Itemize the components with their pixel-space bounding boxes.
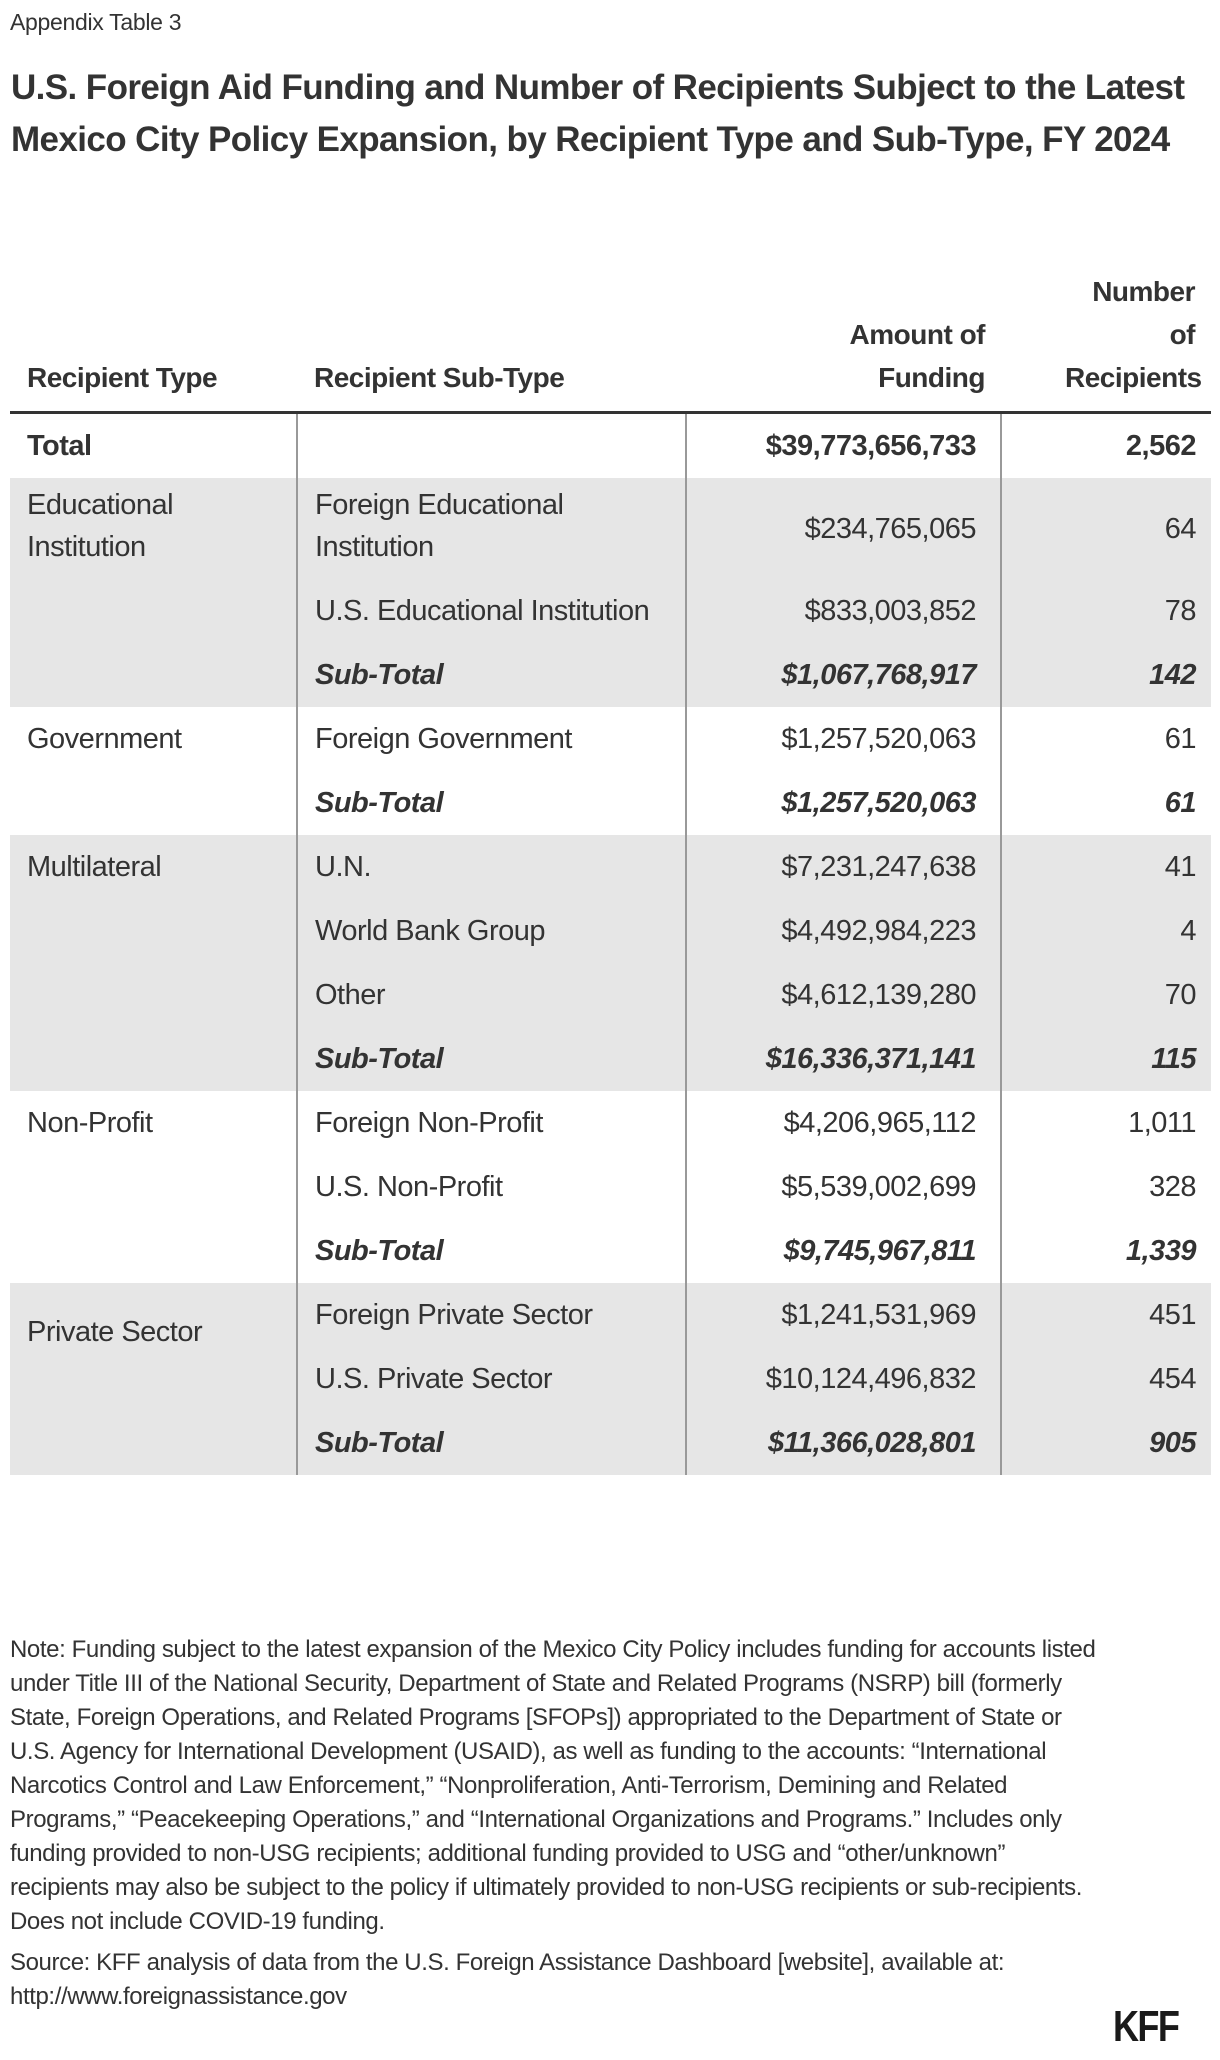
number-cell: 64: [1000, 478, 1211, 579]
amount-cell: $4,612,139,280: [685, 963, 1001, 1027]
number-cell: 451: [1000, 1283, 1211, 1347]
kff-logo: KFF: [1113, 2002, 1180, 2051]
group-non-profit: Non-Profit Foreign Non-Profit $4,206,965…: [10, 1091, 1211, 1283]
recipient-type-cell: Multilateral: [10, 835, 297, 1091]
subtotal-label: Sub-Total: [296, 771, 686, 835]
subtype-cell: Other: [296, 963, 686, 1027]
amount-cell: $1,241,531,969: [685, 1283, 1001, 1347]
subtotal-label: Sub-Total: [296, 1219, 686, 1283]
amount-cell: $7,231,247,638: [685, 835, 1001, 899]
number-cell: 41: [1000, 835, 1211, 899]
subtotal-amount: $11,366,028,801: [685, 1411, 1001, 1475]
group-private-sector: Private Sector Foreign Private Sector $1…: [10, 1283, 1211, 1475]
subtotal-row: Sub-Total $1,257,520,063 61: [10, 771, 1211, 835]
notes-section: Note: Funding subject to the latest expa…: [10, 1633, 1100, 2014]
subtype-cell: U.S. Private Sector: [296, 1347, 686, 1411]
subtotal-row: Sub-Total $16,336,371,141 115: [10, 1027, 1211, 1091]
subtotal-label: Sub-Total: [296, 643, 686, 707]
group-government: Government Foreign Government $1,257,520…: [10, 707, 1211, 835]
note-text: Note: Funding subject to the latest expa…: [10, 1636, 1096, 1935]
subtotal-amount: $1,067,768,917: [685, 643, 1001, 707]
group-multilateral: Multilateral U.N. $7,231,247,638 41 Worl…: [10, 835, 1211, 1091]
subtotal-amount: $1,257,520,063: [685, 771, 1001, 835]
number-cell: 454: [1000, 1347, 1211, 1411]
subtype-cell: Foreign Private Sector: [296, 1283, 686, 1347]
amount-cell: $4,492,984,223: [685, 899, 1001, 963]
subtotal-row: Sub-Total $9,745,967,811 1,339: [10, 1219, 1211, 1283]
table-row: Government Foreign Government $1,257,520…: [10, 707, 1211, 771]
total-row: Total $39,773,656,733 2,562: [10, 412, 1211, 478]
recipient-type-cell: Private Sector: [10, 1283, 297, 1475]
header-amount-of-funding: Amount of Funding: [686, 270, 1001, 414]
subtotal-label: Sub-Total: [296, 1411, 686, 1475]
subtotal-row: Sub-Total $1,067,768,917 142: [10, 643, 1211, 707]
recipient-type-cell: Non-Profit: [27, 1107, 153, 1139]
number-cell: 70: [1000, 963, 1211, 1027]
amount-cell: $833,003,852: [685, 579, 1001, 643]
subtotal-row: Sub-Total $11,366,028,801 905: [10, 1411, 1211, 1475]
table-row: U.S. Non-Profit $5,539,002,699 328: [10, 1155, 1211, 1219]
number-cell: 4: [1000, 899, 1211, 963]
table-title: U.S. Foreign Aid Funding and Number of R…: [11, 68, 1185, 159]
amount-cell: $4,206,965,112: [685, 1091, 1001, 1155]
table-header: Recipient Type Recipient Sub-Type Amount…: [10, 270, 1211, 414]
total-number: 2,562: [1000, 412, 1211, 478]
total-section: Total $39,773,656,733 2,562: [10, 412, 1211, 478]
subtype-cell: U.S. Non-Profit: [296, 1155, 686, 1219]
number-cell: 1,011: [1000, 1091, 1211, 1155]
subtotal-number: 115: [1000, 1027, 1211, 1091]
header-recipient-type: Recipient Type: [10, 270, 297, 414]
subtype-cell: U.S. Educational Institution: [296, 579, 686, 643]
table-row: Private Sector Foreign Private Sector $1…: [10, 1283, 1211, 1475]
total-amount: $39,773,656,733: [685, 412, 1001, 478]
recipient-type-cell: Educational Institution: [10, 478, 297, 707]
subtype-cell: U.N.: [296, 835, 686, 899]
table-row: U.S. Private Sector $10,124,496,832 454: [10, 1347, 1211, 1411]
header-number-of-recipients: Number of Recipients: [1001, 270, 1211, 414]
table-row: Non-Profit Foreign Non-Profit $4,206,965…: [10, 1091, 1211, 1155]
subtotal-amount: $16,336,371,141: [685, 1027, 1001, 1091]
header-number-text: Number of Recipients: [1065, 276, 1202, 393]
table-row: World Bank Group $4,492,984,223 4: [10, 899, 1211, 963]
subtype-cell: World Bank Group: [296, 899, 686, 963]
total-subtype: [296, 412, 686, 478]
subtotal-amount: $9,745,967,811: [685, 1219, 1001, 1283]
number-cell: 328: [1000, 1155, 1211, 1219]
table-row: Other $4,612,139,280 70: [10, 963, 1211, 1027]
subtotal-number: 142: [1000, 643, 1211, 707]
total-label: Total: [27, 430, 92, 462]
subtype-cell: Foreign Government: [296, 707, 686, 771]
amount-cell: $1,257,520,063: [685, 707, 1001, 771]
subtotal-label: Sub-Total: [296, 1027, 686, 1091]
amount-cell: $234,765,065: [685, 478, 1001, 579]
number-cell: 61: [1000, 707, 1211, 771]
table-row: U.S. Educational Institution $833,003,85…: [10, 579, 1211, 643]
amount-cell: $10,124,496,832: [685, 1347, 1001, 1411]
subtotal-number: 905: [1000, 1411, 1211, 1475]
funding-table: Recipient Type Recipient Sub-Type Amount…: [10, 270, 1211, 1475]
subtype-cell: Foreign Non-Profit: [296, 1091, 686, 1155]
amount-cell: $5,539,002,699: [685, 1155, 1001, 1219]
subtotal-number: 1,339: [1000, 1219, 1211, 1283]
number-cell: 78: [1000, 579, 1211, 643]
table-row: Educational Institution Foreign Educatio…: [10, 478, 1211, 707]
table-row: Multilateral U.N. $7,231,247,638 41: [10, 835, 1211, 1091]
subtotal-number: 61: [1000, 771, 1211, 835]
table-eyebrow-label: Appendix Table 3: [10, 9, 182, 35]
subtype-cell: Foreign Educational Institution: [296, 478, 686, 579]
group-educational-institution: Educational Institution Foreign Educatio…: [10, 478, 1211, 707]
header-amount-text: Amount of Funding: [849, 319, 986, 393]
source-text: Source: KFF analysis of data from the U.…: [10, 1949, 1005, 2010]
recipient-type-cell: Government: [27, 723, 182, 755]
header-recipient-subtype: Recipient Sub-Type: [297, 270, 686, 414]
